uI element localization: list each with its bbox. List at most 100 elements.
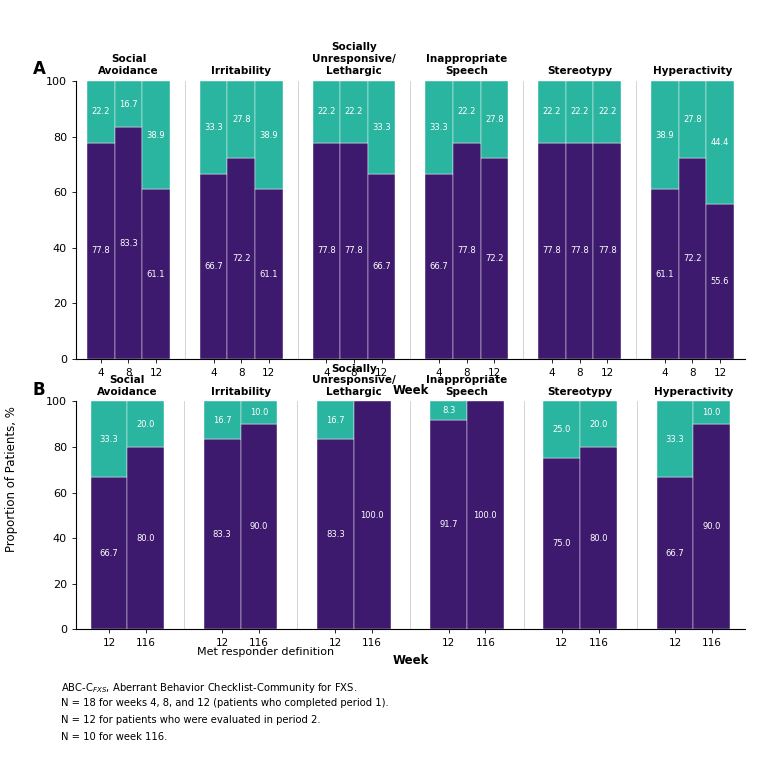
Bar (426, 174, 453, 359)
Bar (200, 174, 227, 359)
Text: 91.7: 91.7 (439, 520, 458, 530)
Bar (241, 425, 277, 629)
Text: Stereotypy: Stereotypy (548, 387, 613, 397)
Bar (693, 401, 730, 425)
Bar (565, 143, 594, 359)
Text: N = 10 for week 116.: N = 10 for week 116. (61, 732, 167, 742)
Text: Proportion of Patients, %: Proportion of Patients, % (5, 406, 18, 551)
Text: Inappropriate
Speech: Inappropriate Speech (426, 375, 508, 397)
Bar (430, 401, 467, 420)
Text: 83.3: 83.3 (213, 530, 232, 539)
Text: 22.2: 22.2 (598, 107, 616, 117)
Text: 77.8: 77.8 (344, 246, 363, 256)
Text: 10.0: 10.0 (250, 408, 268, 418)
Text: 77.8: 77.8 (543, 246, 562, 256)
Bar (453, 81, 480, 143)
Text: 66.7: 66.7 (430, 262, 448, 271)
Bar (204, 439, 241, 629)
Text: 16.7: 16.7 (326, 416, 345, 425)
Text: 75.0: 75.0 (553, 540, 571, 548)
Text: N = 12 for patients who were evaluated in period 2.: N = 12 for patients who were evaluated i… (61, 715, 321, 725)
Bar (706, 81, 733, 205)
Bar (594, 143, 621, 359)
Text: 61.1: 61.1 (147, 269, 166, 279)
Bar (580, 447, 617, 629)
Text: 27.8: 27.8 (485, 115, 504, 124)
Bar (142, 81, 170, 189)
Text: 72.2: 72.2 (683, 254, 701, 263)
Text: 38.9: 38.9 (260, 130, 278, 140)
Text: 38.9: 38.9 (655, 130, 674, 140)
Text: 38.9: 38.9 (147, 130, 166, 140)
X-axis label: Week: Week (392, 654, 429, 667)
Text: 100.0: 100.0 (473, 511, 497, 520)
Bar (679, 81, 706, 158)
Text: 16.7: 16.7 (119, 100, 138, 109)
Bar (90, 477, 128, 629)
Text: 27.8: 27.8 (232, 115, 251, 124)
Bar (90, 401, 128, 477)
Bar (87, 143, 115, 359)
Bar (255, 81, 283, 189)
Text: 20.0: 20.0 (137, 420, 155, 428)
Bar (317, 401, 354, 439)
Text: 10.0: 10.0 (702, 408, 721, 418)
Text: 77.8: 77.8 (91, 246, 110, 256)
Text: 72.2: 72.2 (485, 254, 504, 263)
Text: 66.7: 66.7 (100, 549, 119, 557)
Text: 25.0: 25.0 (553, 425, 571, 435)
Text: 22.2: 22.2 (570, 107, 589, 117)
Text: 66.7: 66.7 (204, 262, 223, 271)
Text: Stereotypy: Stereotypy (547, 66, 612, 76)
Bar (565, 81, 594, 143)
Text: 8.3: 8.3 (442, 406, 455, 415)
Text: 27.8: 27.8 (683, 115, 701, 124)
Text: 83.3: 83.3 (326, 530, 345, 539)
Text: 44.4: 44.4 (711, 138, 729, 147)
Bar (128, 401, 164, 447)
Bar (453, 143, 480, 359)
Bar (657, 477, 693, 629)
Text: Socially
Unresponsive/
Lethargic: Socially Unresponsive/ Lethargic (312, 364, 396, 397)
Text: 90.0: 90.0 (250, 522, 268, 531)
Bar (538, 81, 565, 143)
Bar (317, 439, 354, 629)
Bar (255, 189, 283, 359)
Bar (204, 401, 241, 439)
Text: B: B (33, 381, 45, 399)
Text: 77.8: 77.8 (570, 246, 589, 256)
Text: N = 18 for weeks 4, 8, and 12 (patients who completed period 1).: N = 18 for weeks 4, 8, and 12 (patients … (61, 698, 388, 708)
Bar (430, 420, 467, 629)
Text: A: A (33, 60, 46, 78)
Bar (241, 401, 277, 425)
Bar (200, 81, 227, 174)
Text: 22.2: 22.2 (317, 107, 336, 117)
Text: ABC-C$_{FXS}$, Aberrant Behavior Checklist-Community for FXS.: ABC-C$_{FXS}$, Aberrant Behavior Checkli… (61, 681, 357, 695)
Bar (480, 158, 508, 359)
Text: Socially
Unresponsive/
Lethargic: Socially Unresponsive/ Lethargic (312, 42, 396, 76)
Bar (368, 174, 395, 359)
Text: Hyperactivity: Hyperactivity (653, 66, 732, 76)
Text: 22.2: 22.2 (92, 107, 110, 117)
Bar (706, 205, 733, 359)
Text: 80.0: 80.0 (137, 533, 155, 543)
Bar (538, 143, 565, 359)
Text: 55.6: 55.6 (711, 277, 729, 286)
Text: Hyperactivity: Hyperactivity (654, 387, 733, 397)
Text: 16.7: 16.7 (213, 416, 232, 425)
Text: 83.3: 83.3 (119, 239, 138, 248)
X-axis label: Week: Week (392, 384, 429, 397)
Text: 66.7: 66.7 (666, 549, 685, 557)
Text: 61.1: 61.1 (655, 269, 674, 279)
Text: 33.3: 33.3 (372, 123, 391, 132)
Bar (340, 81, 368, 143)
Text: 77.8: 77.8 (317, 246, 336, 256)
Text: Social
Avoidance: Social Avoidance (97, 375, 158, 397)
Text: 33.3: 33.3 (430, 123, 448, 132)
Text: 72.2: 72.2 (232, 254, 251, 263)
Bar (580, 401, 617, 447)
Bar (312, 81, 340, 143)
Text: 22.2: 22.2 (458, 107, 476, 117)
Bar (467, 401, 504, 629)
Text: 22.2: 22.2 (543, 107, 561, 117)
